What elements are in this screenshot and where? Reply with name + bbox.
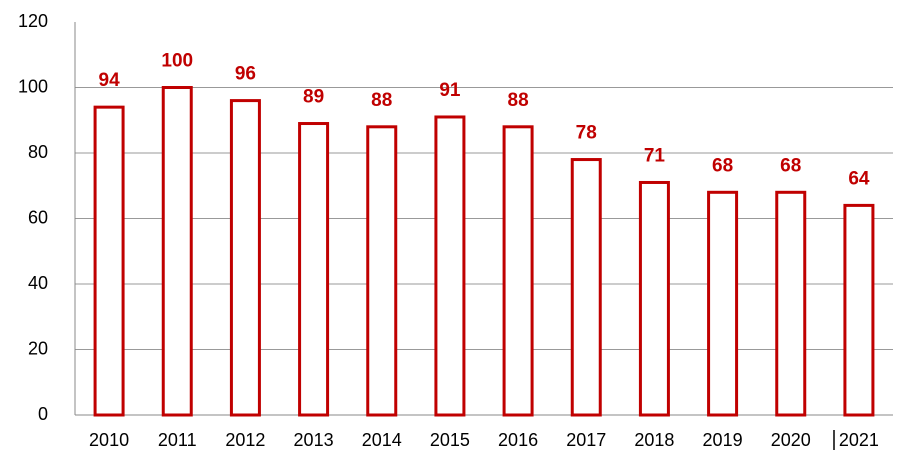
- bar: [298, 122, 330, 417]
- value-label: 91: [439, 80, 461, 101]
- value-label: 96: [235, 64, 256, 85]
- y-tick-label: 40: [28, 273, 48, 293]
- value-label: 89: [303, 87, 324, 108]
- y-tick-label: 100: [18, 76, 48, 96]
- y-tick-label: 60: [28, 207, 48, 227]
- y-tick-label: 0: [38, 404, 48, 424]
- x-tick-label: 2021: [839, 430, 879, 450]
- x-tick-label: 2015: [430, 430, 470, 450]
- x-tick-label: 2010: [89, 430, 129, 450]
- value-label: 100: [161, 51, 193, 72]
- x-tick-label: 2012: [225, 430, 265, 450]
- y-tick-label: 120: [18, 11, 48, 31]
- bar: [93, 105, 125, 417]
- bar: [570, 158, 602, 417]
- y-tick-label: 80: [28, 142, 48, 162]
- x-tick-label: 2017: [566, 430, 606, 450]
- bar: [707, 190, 739, 417]
- x-tick-label: 2018: [634, 430, 674, 450]
- value-label: 88: [508, 90, 529, 111]
- value-label: 64: [848, 168, 870, 189]
- value-label: 71: [644, 145, 666, 166]
- x-tick-label: 2013: [294, 430, 334, 450]
- bar: [161, 86, 193, 417]
- bar: [638, 180, 670, 417]
- x-tick-label: 2016: [498, 430, 538, 450]
- x-tick-label: 2020: [771, 430, 811, 450]
- value-label: 68: [780, 155, 801, 176]
- bar: [502, 125, 534, 417]
- y-tick-label: 20: [28, 338, 48, 358]
- x-tick-label: 2019: [703, 430, 743, 450]
- bar: [775, 190, 807, 417]
- x-tick-label: 2014: [362, 430, 402, 450]
- bar: [843, 203, 875, 417]
- value-label: 78: [576, 123, 597, 144]
- bar: [229, 99, 261, 417]
- bar: [366, 125, 398, 417]
- bar: [434, 115, 466, 417]
- value-label: 88: [371, 90, 392, 111]
- value-label: 94: [99, 70, 121, 91]
- value-label: 68: [712, 155, 733, 176]
- x-tick-label: 2011: [158, 430, 197, 450]
